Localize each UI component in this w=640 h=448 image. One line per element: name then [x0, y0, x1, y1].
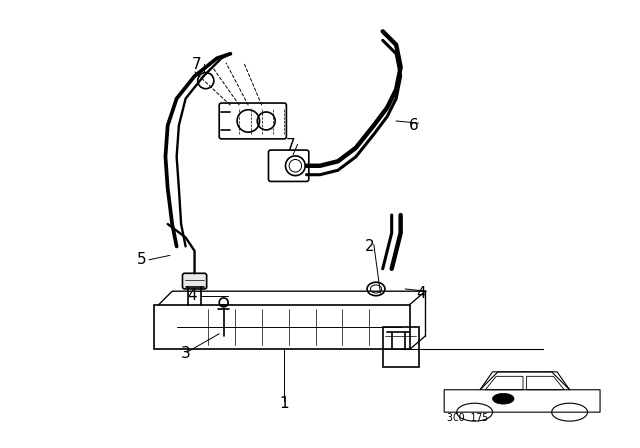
Text: 7: 7: [286, 138, 296, 153]
Text: 5: 5: [138, 252, 147, 267]
Text: 4: 4: [188, 288, 197, 303]
FancyBboxPatch shape: [182, 273, 207, 289]
Bar: [383, 327, 419, 367]
Text: 2: 2: [364, 239, 374, 254]
Circle shape: [493, 393, 514, 404]
Text: 6: 6: [409, 118, 419, 133]
Text: 3CO 175: 3CO 175: [447, 414, 488, 423]
Text: 4: 4: [416, 286, 426, 301]
Text: 1: 1: [279, 396, 289, 411]
Text: 3: 3: [180, 346, 191, 362]
Text: 7: 7: [192, 57, 202, 73]
Bar: [154, 305, 410, 349]
